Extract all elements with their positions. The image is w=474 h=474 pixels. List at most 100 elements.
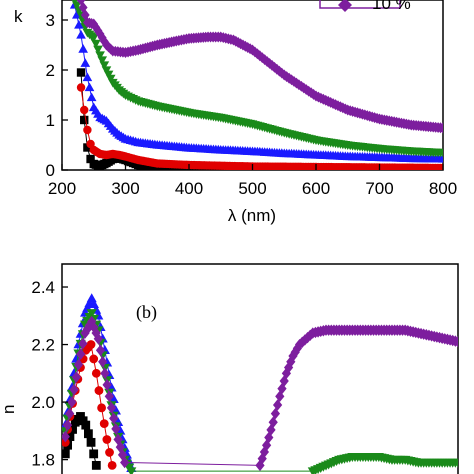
bottom-panel-n: 1.8 2.0 2.2 2.4 (b) n [0, 263, 459, 474]
data-point [62, 449, 70, 459]
data-point [86, 340, 96, 349]
data-point [275, 390, 285, 403]
data-point [270, 407, 281, 420]
data-point [106, 402, 117, 414]
data-point [264, 431, 274, 444]
data-point [120, 456, 130, 469]
series-2 [69, 0, 443, 163]
x-tick-label: 500 [238, 179, 266, 198]
series-line [74, 0, 443, 153]
data-point [438, 122, 443, 134]
data-point [76, 0, 86, 6]
data-point [71, 371, 81, 383]
bottom-y-axis-label: n [0, 405, 18, 414]
data-point [261, 439, 272, 451]
data-point [76, 348, 86, 360]
data-point [82, 323, 92, 335]
data-point [65, 432, 75, 442]
data-point [76, 83, 86, 92]
data-point [86, 154, 95, 164]
data-point [86, 92, 97, 102]
data-point [76, 68, 86, 77]
data-point [288, 350, 298, 362]
data-point [84, 82, 95, 92]
data-point [80, 115, 89, 125]
data-point [80, 105, 89, 115]
data-point [67, 396, 77, 408]
data-point [93, 45, 103, 55]
data-point [97, 403, 106, 413]
x-tick-label: 300 [111, 179, 139, 198]
data-point [81, 420, 91, 430]
data-point [105, 448, 114, 457]
data-point [73, 358, 84, 371]
top-y-axis-label: k [14, 7, 23, 26]
data-point [89, 354, 99, 364]
data-point [65, 407, 75, 420]
data-point [272, 399, 283, 411]
x-tick-label: 200 [48, 179, 76, 198]
y-tick-label: 2.2 [31, 336, 55, 355]
data-point [292, 342, 303, 355]
series-0 [62, 412, 101, 470]
data-point [100, 367, 110, 380]
data-point [266, 424, 276, 436]
series-3 [71, 0, 443, 158]
data-point [109, 412, 119, 425]
y-tick-label: 2 [46, 61, 55, 80]
y-tick-label: 2.4 [31, 278, 55, 297]
legend-entry-label: 10 % [372, 0, 411, 13]
data-point [126, 467, 137, 474]
data-point [98, 356, 108, 368]
y-tick-label: 3 [46, 11, 55, 30]
data-point [286, 356, 296, 368]
data-point [91, 460, 101, 470]
data-point [83, 143, 92, 152]
data-point [78, 44, 88, 53]
data-point [95, 51, 105, 61]
data-point [111, 423, 121, 435]
series-4 [76, 0, 443, 134]
data-point [107, 460, 117, 470]
x-tick-label: 700 [365, 179, 393, 198]
data-point [62, 430, 70, 443]
data-point [71, 1, 82, 11]
data-point [94, 386, 104, 395]
data-point [99, 61, 110, 71]
series-line [80, 0, 443, 129]
data-point [95, 344, 106, 357]
legend: 10 % [319, 0, 411, 13]
y-tick-label: 2.0 [31, 393, 55, 412]
series-3 [62, 309, 458, 474]
data-point [279, 375, 289, 387]
data-point [86, 293, 97, 303]
data-point [102, 379, 112, 391]
data-point [74, 19, 84, 29]
data-point [453, 335, 458, 348]
data-point [91, 327, 101, 339]
data-point [97, 56, 108, 66]
data-point [80, 58, 91, 67]
data-point [82, 72, 93, 82]
top-x-axis-label: λ (nm) [228, 206, 276, 225]
data-point [80, 327, 90, 339]
series-4 [62, 315, 458, 472]
data-point [113, 433, 123, 446]
data-point [99, 419, 109, 429]
data-point [117, 449, 128, 461]
panel-label-b: (b) [136, 302, 157, 323]
data-point [76, 29, 86, 39]
bottom-plot-frame [61, 263, 459, 474]
data-point [83, 125, 92, 135]
data-point [88, 33, 99, 43]
data-point [62, 419, 73, 431]
data-point [69, 383, 79, 396]
data-point [438, 153, 443, 163]
data-point [93, 333, 103, 345]
data-point [438, 148, 443, 158]
data-point [84, 429, 93, 439]
data-point [93, 25, 103, 37]
legend-line-box [319, 0, 401, 9]
data-point [268, 416, 278, 428]
